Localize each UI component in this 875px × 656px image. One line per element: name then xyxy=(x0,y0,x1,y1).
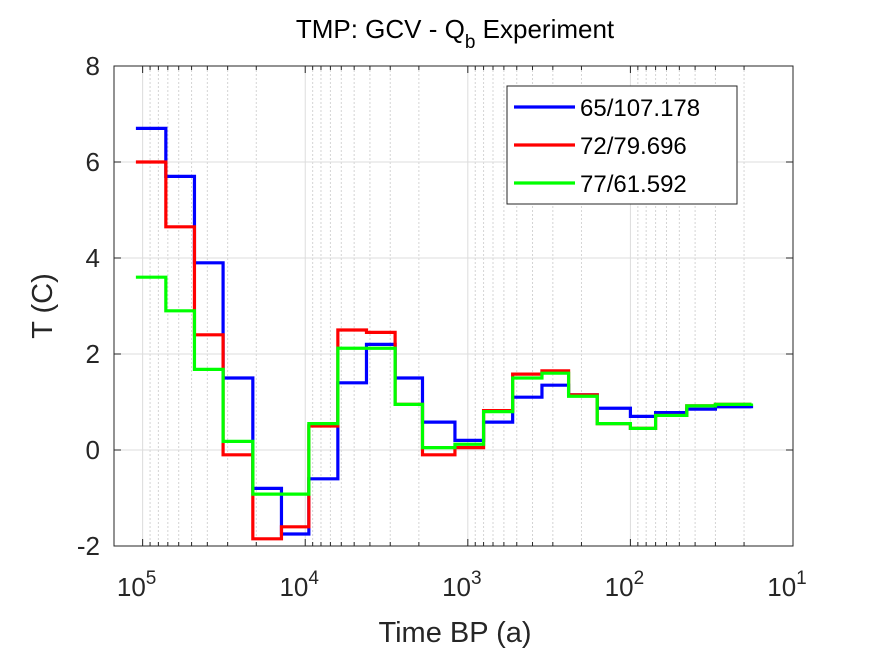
y-tick-label: 6 xyxy=(86,147,100,177)
y-tick-label: -2 xyxy=(77,531,100,561)
y-tick-label: 4 xyxy=(86,243,100,273)
legend-label-2: 72/79.696 xyxy=(580,133,687,160)
x-tick-label: 101 xyxy=(767,568,807,602)
legend-label-1: 65/107.178 xyxy=(580,95,700,122)
legend-label-3: 77/61.592 xyxy=(580,171,687,198)
y-axis-label: T (C) xyxy=(27,273,59,339)
chart-title: TMP: GCV - Qb Experiment xyxy=(296,14,615,53)
x-tick-labels: 105 104 103 102 101 xyxy=(117,568,807,602)
plot-frame xyxy=(113,65,794,547)
y-tick-label: 8 xyxy=(86,51,100,81)
x-tick-label: 104 xyxy=(279,568,319,602)
series-line-3 xyxy=(135,275,754,496)
x-tick-label: 105 xyxy=(117,568,157,602)
x-tick-label: 103 xyxy=(442,568,482,602)
y-tick-labels: 8 6 4 2 0 -2 xyxy=(77,51,100,561)
y-tick-label: 0 xyxy=(86,435,100,465)
x-axis-label: Time BP (a) xyxy=(378,617,531,649)
y-tick-label: 2 xyxy=(86,339,100,369)
tick-marks xyxy=(114,65,794,547)
legend: 65/107.178 72/79.696 77/61.592 xyxy=(506,85,738,205)
series-lines xyxy=(135,126,754,541)
x-tick-label: 102 xyxy=(605,568,645,602)
